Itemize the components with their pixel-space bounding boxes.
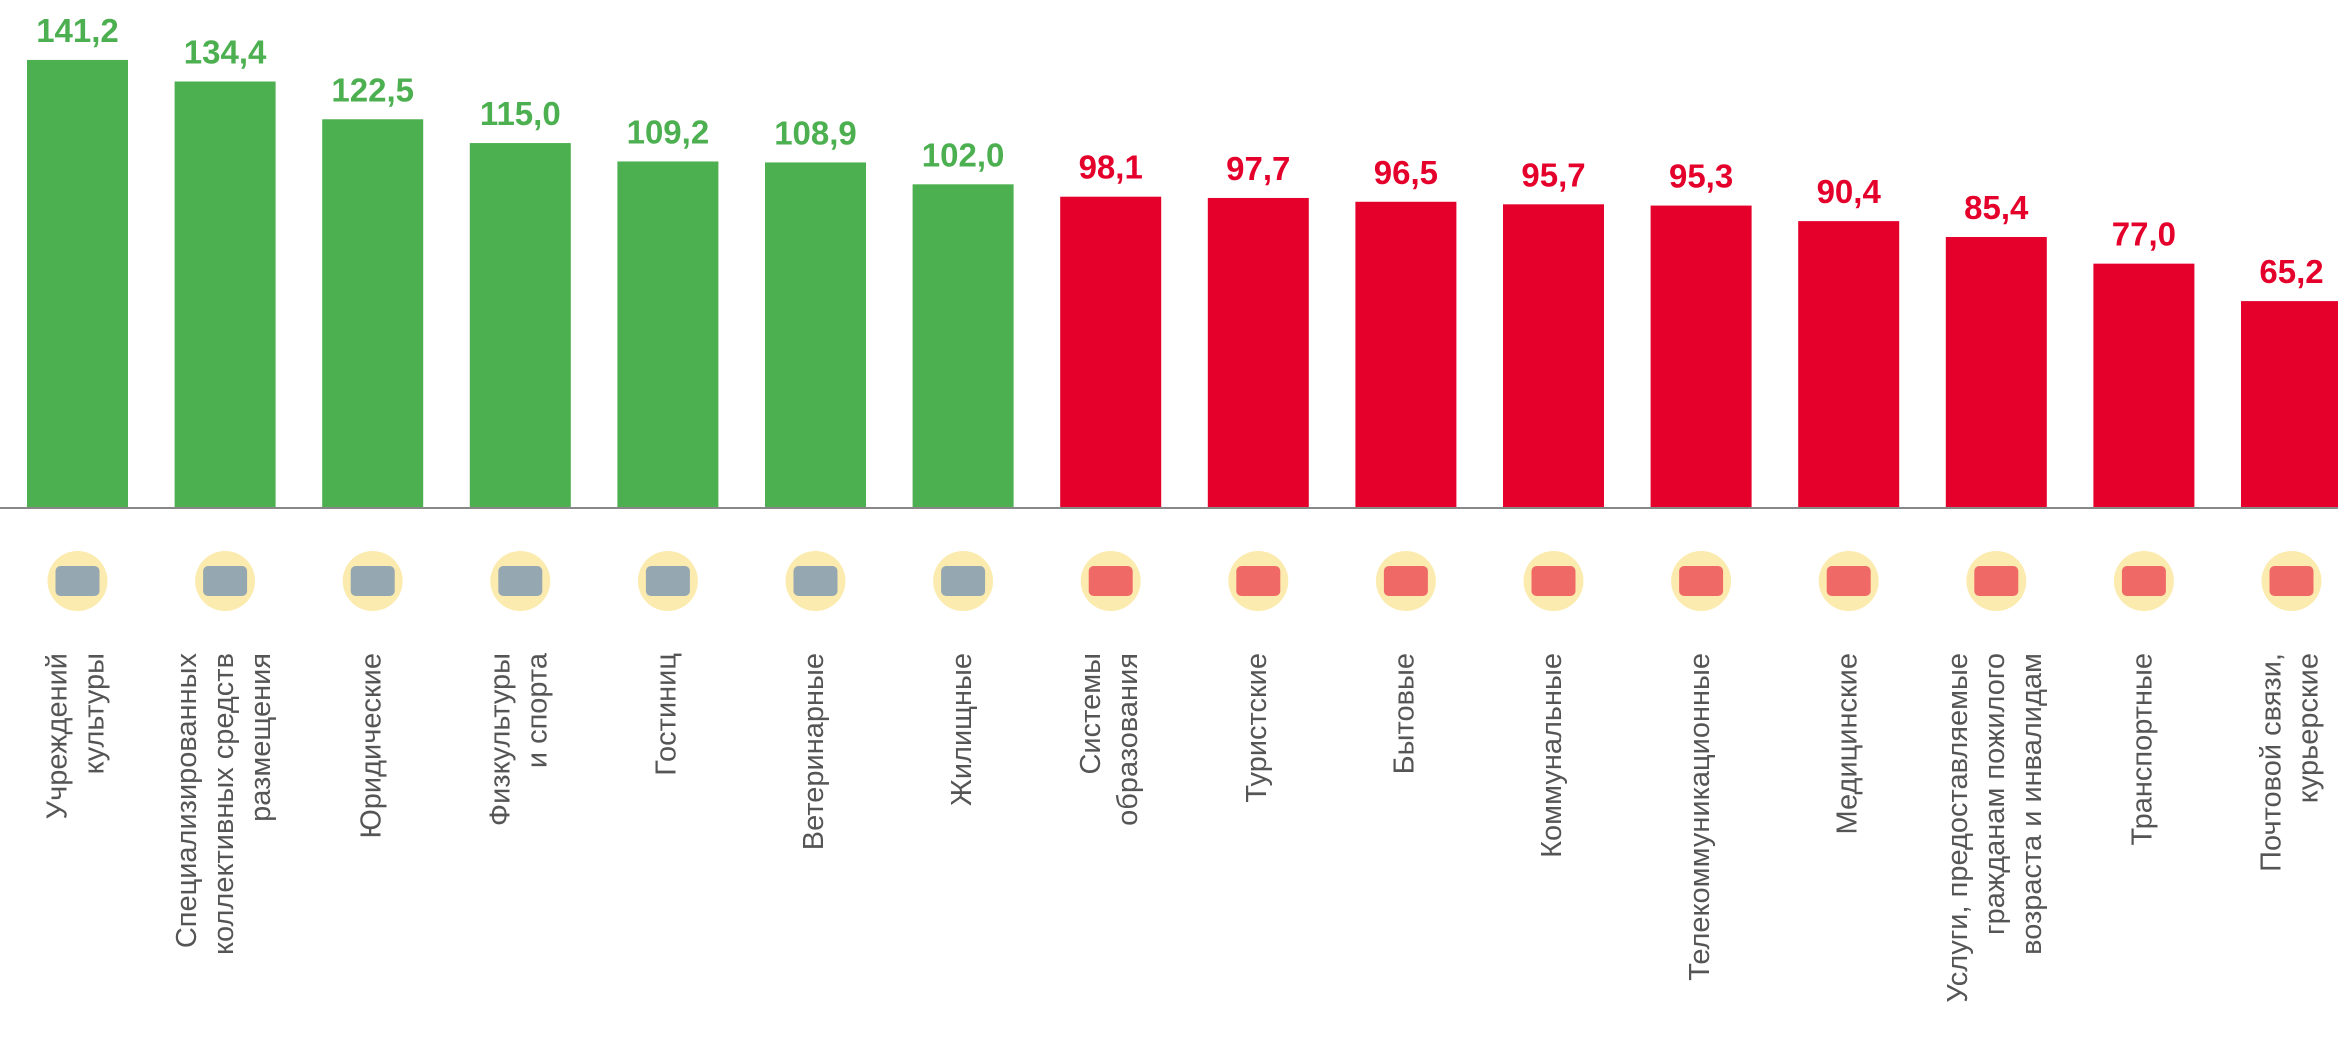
category-label: Учреждений bbox=[42, 653, 74, 819]
category-label: размещения bbox=[245, 653, 277, 822]
category-label: Ветеринарные bbox=[798, 653, 830, 850]
category-label: Гостиниц bbox=[651, 653, 683, 776]
value-label: 85,4 bbox=[1964, 189, 2029, 226]
bar bbox=[1355, 201, 1457, 509]
bar bbox=[2241, 301, 2338, 508]
category-label: Почтовой связи, bbox=[2256, 653, 2288, 872]
category-label: Юридические bbox=[355, 653, 387, 839]
bar bbox=[1798, 221, 1900, 508]
value-label: 115,0 bbox=[480, 95, 561, 132]
category-label: образования bbox=[1112, 653, 1144, 826]
value-label: 90,4 bbox=[1817, 173, 1882, 210]
icon bbox=[1088, 566, 1133, 596]
value-label: 109,2 bbox=[627, 113, 710, 150]
bar bbox=[174, 81, 276, 508]
bar bbox=[469, 143, 571, 509]
icon bbox=[941, 566, 986, 596]
icon bbox=[793, 566, 838, 596]
icon bbox=[1383, 566, 1428, 596]
category-label: Телекоммуникационные bbox=[1684, 653, 1716, 981]
bar bbox=[765, 162, 866, 508]
bar bbox=[322, 119, 424, 509]
value-label: 98,1 bbox=[1079, 149, 1143, 186]
category-label: и спорта bbox=[521, 652, 553, 768]
value-label: 102,0 bbox=[922, 136, 1005, 173]
icon bbox=[1679, 566, 1724, 596]
category-label: Туристские bbox=[1241, 653, 1273, 803]
category-label: курьерские bbox=[2293, 653, 2325, 803]
category-label: Бытовые bbox=[1389, 653, 1421, 774]
category-label: Системы bbox=[1075, 653, 1107, 775]
value-label: 95,7 bbox=[1521, 156, 1585, 193]
value-label: 65,2 bbox=[2259, 253, 2323, 290]
icon bbox=[1531, 566, 1576, 596]
category-label: Специализированных bbox=[171, 653, 203, 949]
bar bbox=[1207, 197, 1309, 508]
value-label: 77,0 bbox=[2112, 216, 2176, 253]
category-label: возраста и инвалидам bbox=[2016, 653, 2048, 955]
category-label: гражданам пожилого bbox=[1979, 653, 2011, 935]
category-label: Транспортные bbox=[2127, 653, 2159, 845]
icon bbox=[350, 566, 395, 596]
bar bbox=[912, 184, 1014, 508]
bar bbox=[617, 161, 719, 509]
bar bbox=[1945, 236, 2047, 509]
category-label: Жилищные bbox=[946, 653, 978, 806]
value-label: 97,7 bbox=[1226, 150, 1290, 187]
bar bbox=[1060, 196, 1162, 509]
category-label: коллективных средств bbox=[208, 653, 240, 955]
icon bbox=[645, 566, 690, 596]
bar bbox=[1503, 204, 1604, 508]
icon bbox=[55, 566, 100, 596]
bar bbox=[1650, 205, 1752, 508]
category-label: Физкультуры bbox=[484, 653, 516, 826]
value-label: 108,9 bbox=[774, 114, 857, 151]
icon bbox=[203, 566, 248, 596]
category-label: Услуги, предоставляемые bbox=[1942, 653, 1974, 1003]
icon bbox=[1826, 566, 1871, 596]
icon bbox=[498, 566, 543, 596]
value-label: 96,5 bbox=[1374, 154, 1438, 191]
icon bbox=[1236, 566, 1281, 596]
category-label: Коммунальные bbox=[1536, 653, 1568, 858]
category-label: культуры bbox=[79, 653, 111, 774]
value-label: 134,4 bbox=[184, 34, 267, 71]
icon bbox=[2269, 566, 2314, 596]
value-label: 122,5 bbox=[331, 71, 414, 108]
icon bbox=[2121, 566, 2166, 596]
value-label: 95,3 bbox=[1669, 158, 1733, 195]
category-label: Медицинские bbox=[1831, 653, 1863, 834]
bar bbox=[27, 59, 128, 509]
icon bbox=[1974, 566, 2019, 596]
value-label: 141,2 bbox=[36, 12, 119, 49]
bar bbox=[2093, 263, 2195, 508]
